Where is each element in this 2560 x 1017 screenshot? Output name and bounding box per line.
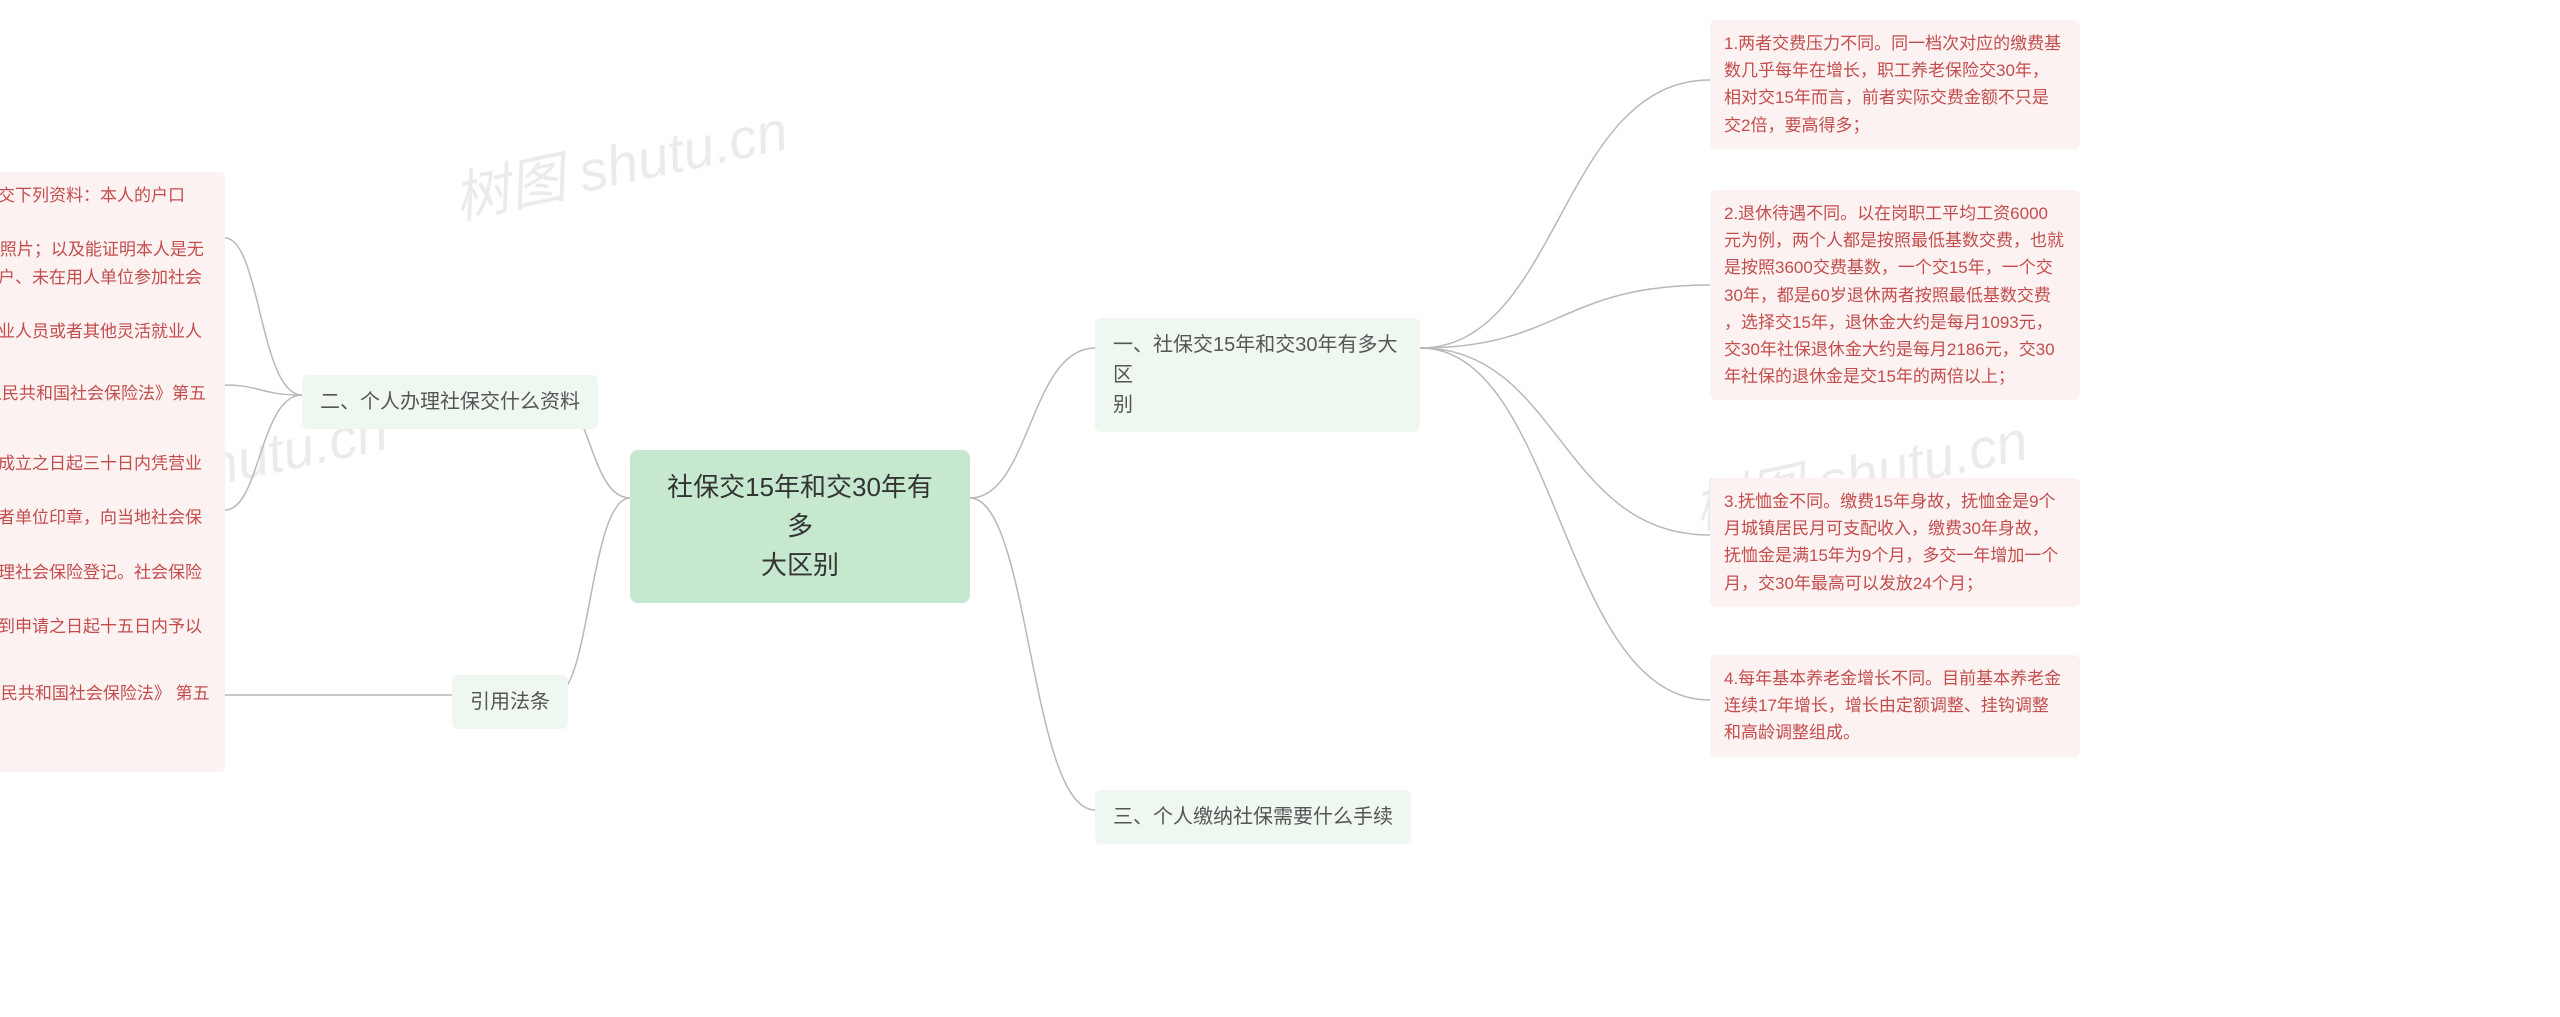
- connector-layer: [0, 0, 2560, 1017]
- leaf-2-3[interactable]: 用人单位应当自成立之日起三十日内凭营业执 照、登记证书或者单位印章，向当地社会保…: [0, 440, 225, 705]
- root-node[interactable]: 社保交15年和交30年有多 大区别: [630, 450, 970, 603]
- branch-1[interactable]: 一、社保交15年和交30年有多大区 别: [1095, 318, 1420, 432]
- leaf-2-2[interactable]: 《中华人民共和国社会保险法》第五十七条: [0, 370, 225, 444]
- leaf-1-3[interactable]: 3.抚恤金不同。缴费15年身故，抚恤金是9个 月城镇居民月可支配收入，缴费30年…: [1710, 478, 2080, 607]
- leaf-ref-1[interactable]: [1]《中华人民共和国社会保险法》 第五十七 条: [0, 670, 225, 772]
- branch-ref[interactable]: 引用法条: [452, 675, 568, 729]
- branch-3[interactable]: 三、个人缴纳社保需要什么手续: [1095, 790, 1411, 844]
- leaf-1-1[interactable]: 1.两者交费压力不同。同一档次对应的缴费基 数几乎每年在增长，职工养老保险交30…: [1710, 20, 2080, 149]
- branch-2[interactable]: 二、个人办理社保交什么资料: [302, 375, 598, 429]
- leaf-1-2[interactable]: 2.退休待遇不同。以在岗职工平均工资6000 元为例，两个人都是按照最低基数交费…: [1710, 190, 2080, 400]
- watermark: 树图 shutu.cn: [445, 86, 794, 236]
- leaf-1-4[interactable]: 4.每年基本养老金增长不同。目前基本养老金 连续17年增长，增长由定额调整、挂钩…: [1710, 655, 2080, 757]
